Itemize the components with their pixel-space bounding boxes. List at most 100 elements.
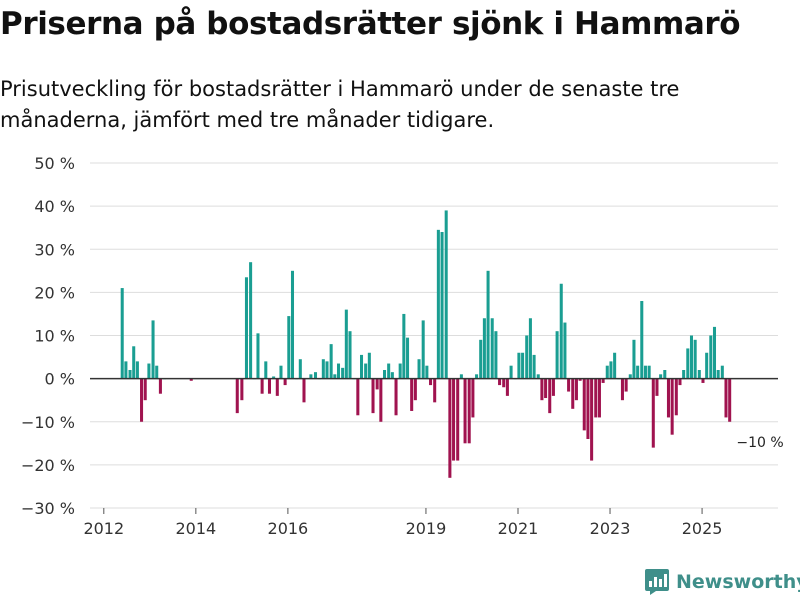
bar (364, 363, 368, 379)
bar (367, 352, 371, 379)
bar-series (120, 210, 732, 478)
x-tick-label: 2025 (682, 519, 723, 538)
bar (712, 326, 717, 379)
bar (135, 361, 139, 379)
bar (417, 359, 421, 379)
bar (383, 370, 387, 379)
brand-name: Newsworthy (676, 571, 800, 593)
x-tick-label: 2021 (498, 519, 539, 538)
bar (344, 309, 348, 379)
bar (482, 318, 486, 379)
bar (325, 361, 329, 379)
bar (536, 374, 540, 379)
bar (244, 277, 248, 379)
y-tick-label: −30 % (21, 499, 75, 518)
bar (655, 378, 659, 396)
x-tick-label: 2016 (268, 519, 309, 538)
bar (502, 378, 506, 388)
bar (436, 229, 440, 379)
bar (298, 359, 302, 379)
bar (551, 378, 555, 396)
bar (421, 320, 425, 379)
bar (413, 378, 417, 401)
bar (517, 352, 521, 379)
bar (624, 378, 628, 392)
bar (647, 365, 651, 379)
bar (689, 335, 694, 379)
bar (240, 378, 244, 401)
bar (444, 210, 448, 379)
x-tick-label: 2019 (406, 519, 447, 538)
bar (571, 378, 575, 409)
bar (548, 378, 552, 414)
bar (620, 378, 624, 401)
bar (260, 378, 264, 394)
bar (498, 378, 502, 386)
bar (329, 344, 333, 379)
bar (459, 374, 463, 379)
bar (429, 378, 433, 386)
axes: −30 % −20 % −10 % 0 % 10 % 20 % 30 % 40 % 50 % 20… (21, 154, 784, 538)
bar (440, 232, 444, 379)
bar (709, 335, 713, 379)
bar (525, 335, 529, 379)
bar (678, 378, 682, 386)
bar (341, 367, 345, 379)
bar (586, 378, 590, 439)
page-title: Priserna på bostadsrätter sjönk i Hammar… (0, 6, 741, 42)
bar (336, 363, 341, 379)
bar (140, 378, 144, 422)
bar (509, 365, 513, 379)
bar (124, 361, 128, 379)
bar (394, 378, 398, 416)
bar (379, 378, 383, 422)
bar (267, 378, 271, 394)
bar (313, 372, 318, 379)
bar (528, 318, 532, 379)
bar (452, 378, 456, 461)
bar (128, 370, 132, 379)
bar (574, 378, 578, 401)
bar (387, 363, 391, 379)
y-tick-label: 50 % (34, 154, 75, 173)
y-tick-label: −20 % (21, 456, 75, 475)
bar (724, 378, 728, 418)
bar (189, 378, 193, 381)
bar (235, 378, 239, 414)
bar (120, 288, 124, 379)
bar (398, 363, 402, 379)
bar (521, 352, 525, 379)
bar (494, 331, 498, 379)
newsworthy-logo-icon (645, 569, 669, 595)
gridlines (90, 162, 778, 509)
bar (275, 378, 279, 396)
bar (578, 378, 582, 381)
bar (249, 262, 253, 379)
x-tick-label: 2023 (590, 519, 631, 538)
bar (544, 378, 548, 399)
bar (283, 378, 287, 386)
bar (697, 370, 701, 379)
bar (693, 339, 697, 379)
bar (605, 365, 609, 379)
bar (410, 378, 414, 411)
bar (467, 378, 471, 444)
bar (628, 374, 632, 379)
bar (705, 352, 709, 379)
page-subtitle: Prisutveckling för bostadsrätter i Hamma… (0, 77, 680, 132)
bar (567, 378, 571, 392)
last-value-annotation: −10 % (736, 435, 783, 451)
bar (287, 316, 291, 379)
bar (348, 331, 352, 379)
x-tick-label: 2012 (83, 519, 124, 538)
bar (597, 378, 601, 418)
bar (651, 378, 655, 448)
bar (290, 270, 295, 379)
y-tick-label: 10 % (34, 327, 75, 346)
bar (659, 374, 663, 379)
bar (666, 378, 670, 418)
bar (272, 376, 276, 379)
bar (720, 365, 724, 379)
bar (716, 370, 720, 379)
